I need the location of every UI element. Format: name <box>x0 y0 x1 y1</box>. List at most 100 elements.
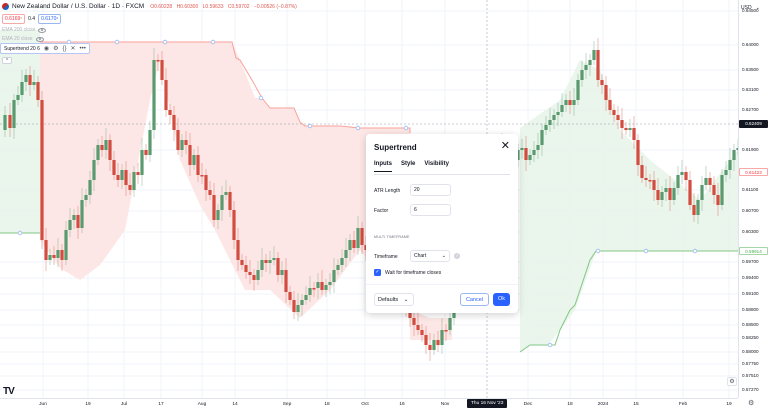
symbol-legend[interactable]: New Zealand Dollar / U.S. Dollar · 1D · … <box>2 3 300 10</box>
chevron-down-icon: ⌄ <box>403 297 409 303</box>
indicator-label: Supertrend 20 6 <box>4 45 40 52</box>
price-label: 0.57510 <box>742 373 759 378</box>
indicator-label: EMA 20 close <box>2 36 33 42</box>
dialog-tabs: Inputs Style Visibility <box>374 161 449 172</box>
price-label: 0.61100 <box>742 187 759 192</box>
time-label: 19 <box>85 402 91 407</box>
timeframe-select[interactable]: Chart ⌄ <box>410 250 450 262</box>
price-scale[interactable] <box>738 0 768 398</box>
gear-icon[interactable]: ⚙ <box>53 46 59 52</box>
indicator-label: EMA 200 close <box>2 27 36 33</box>
symbol-title[interactable]: New Zealand Dollar / U.S. Dollar · 1D · … <box>12 3 145 10</box>
time-label: 15 <box>633 402 639 407</box>
time-label: Oct <box>361 402 369 407</box>
chevron-down-icon: ⌄ <box>755 5 760 11</box>
time-label: 14 <box>232 402 238 407</box>
time-label: 18 <box>567 402 573 407</box>
tradingview-logo[interactable]: TV <box>3 386 15 397</box>
price-label: 0.58000 <box>742 349 759 354</box>
wait-timeframe-checkbox[interactable]: ✓ <box>374 269 381 276</box>
supertrend-lower-tag: 0.59914 <box>739 247 768 255</box>
timeframe-value: Chart <box>414 253 427 259</box>
time-label: Feb <box>678 402 688 407</box>
time-label: Jun <box>39 402 47 407</box>
time-label: Jul <box>120 402 128 407</box>
auto-scale-button[interactable]: ⚙ <box>727 377 737 386</box>
source-code-icon[interactable]: {} <box>62 45 67 52</box>
price-label: 0.63100 <box>742 87 759 92</box>
price-label: 0.64000 <box>742 42 759 47</box>
eye-icon[interactable] <box>38 27 47 33</box>
price-label: 0.59700 <box>742 259 759 264</box>
chevron-down-icon: ⌄ <box>441 253 446 259</box>
nzd-usd-flag-icon <box>2 3 9 10</box>
high-value: H0.60300 <box>176 3 199 10</box>
open-value: O0.60228 <box>150 3 173 10</box>
section-title-multi-timeframe: MULTI TIMEFRAME <box>374 235 410 239</box>
time-label: Dec <box>523 402 533 407</box>
footer-divider <box>366 284 518 285</box>
time-label: 19 <box>726 402 732 407</box>
buy-button[interactable]: 0.6170¹ <box>38 14 62 24</box>
price-label: 0.58500 <box>742 322 759 327</box>
price-label: 0.57270 <box>742 387 759 392</box>
close-icon[interactable]: ✕ <box>70 46 76 52</box>
wait-timeframe-label[interactable]: Wait for timeframe closes <box>385 270 442 276</box>
atr-length-input[interactable]: 20 <box>410 184 451 196</box>
price-label: 0.62700 <box>742 107 759 112</box>
ok-button[interactable]: Ok <box>493 293 510 306</box>
price-label: 0.64500 <box>742 8 759 13</box>
change-value: −0.00526 (−0.87%) <box>253 3 297 10</box>
price-label: 0.63500 <box>742 67 759 72</box>
price-label: 0.59400 <box>742 275 759 280</box>
price-label: 0.59100 <box>742 291 759 296</box>
collapse-legend-button[interactable]: ^ <box>2 57 12 64</box>
price-label: 0.58250 <box>742 335 759 340</box>
atr-length-label: ATR Length <box>374 188 401 194</box>
spread-value: 0.4 <box>28 16 36 22</box>
timeframe-label: Timeframe <box>374 254 398 260</box>
help-icon[interactable]: ? <box>454 253 460 259</box>
tab-divider <box>374 174 510 175</box>
price-label: 0.60700 <box>742 208 759 213</box>
time-label: Aug <box>197 402 207 407</box>
more-icon[interactable]: ••• <box>79 45 86 52</box>
defaults-dropdown[interactable]: Defaults ⌄ <box>374 293 414 306</box>
sell-button[interactable]: 0.6169⁷ <box>2 14 26 24</box>
currency-button[interactable]: USD ⌄ <box>741 5 760 11</box>
time-axis[interactable] <box>0 398 738 410</box>
tab-style[interactable]: Style <box>401 161 416 167</box>
price-label: 0.60300 <box>742 229 759 234</box>
current-price-tag: 0.62409 <box>739 120 768 128</box>
time-label: Nov <box>440 402 450 407</box>
indicator-legend-supertrend[interactable]: Supertrend 20 6 ◉ ⚙ {} ✕ ••• <box>0 43 90 54</box>
time-label: 17 <box>158 402 164 407</box>
indicator-legend-ema200[interactable]: EMA 200 close <box>2 27 47 33</box>
indicator-legend-ema20[interactable]: EMA 20 close <box>2 36 44 42</box>
tab-inputs[interactable]: Inputs <box>374 161 392 172</box>
close-icon[interactable]: ✕ <box>500 140 510 152</box>
eye-icon[interactable]: ◉ <box>43 46 50 52</box>
supertrend-settings-dialog: Supertrend ✕ Inputs Style Visibility ATR… <box>366 134 518 313</box>
price-label: 0.61900 <box>742 147 759 152</box>
price-label: 0.58800 <box>742 307 759 312</box>
factor-label: Factor <box>374 208 389 214</box>
defaults-label: Defaults <box>378 297 399 303</box>
low-value: L0.59633 <box>202 3 224 10</box>
time-label: Sep <box>282 402 292 407</box>
currency-label: USD <box>741 5 752 11</box>
chart-settings-icon[interactable]: ⚙ <box>748 400 755 407</box>
supertrend-upper-tag: 0.61423 <box>739 168 768 176</box>
time-cursor-label: Thu 16 Nov '23 <box>467 399 508 408</box>
factor-input[interactable]: 6 <box>410 204 451 216</box>
dialog-title: Supertrend <box>374 143 417 152</box>
ohlc-values: O0.60228 H0.60300 L0.59633 C0.59702 −0.0… <box>150 4 300 10</box>
close-value: C0.59702 <box>227 3 250 10</box>
tab-visibility[interactable]: Visibility <box>424 161 449 167</box>
trade-buttons: 0.6169⁷ 0.4 0.6170¹ <box>2 14 62 24</box>
time-label: 18 <box>324 402 330 407</box>
cancel-button[interactable]: Cancel <box>460 293 489 306</box>
eye-icon[interactable] <box>35 36 44 42</box>
time-label: 16 <box>399 402 405 407</box>
